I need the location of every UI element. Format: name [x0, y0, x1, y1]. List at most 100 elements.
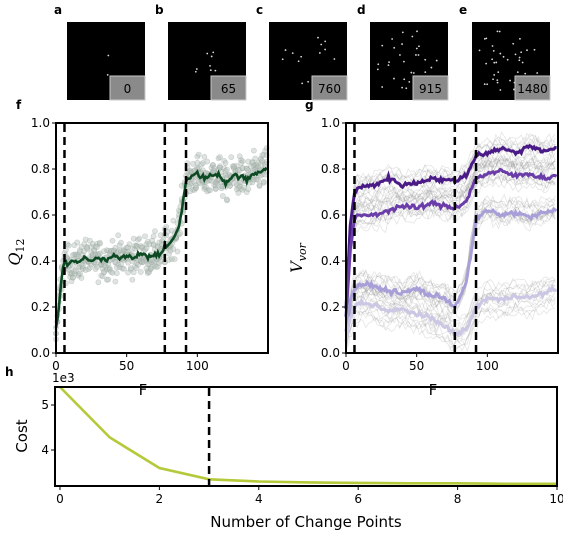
scatter-point — [222, 168, 229, 174]
snapshot-particle — [486, 83, 489, 86]
vor-trace-gray — [345, 132, 556, 307]
scatter-point — [140, 256, 147, 263]
scatter-point — [142, 246, 148, 253]
snapshot-particle — [214, 69, 217, 72]
snapshot-particle — [509, 79, 511, 82]
vor-trace-gray — [345, 156, 556, 310]
scatter-point — [135, 257, 141, 264]
vor-trace-gray — [345, 149, 556, 321]
vor-trace-gray — [345, 194, 556, 321]
scatter-point — [112, 259, 119, 266]
scatter-point — [239, 186, 246, 193]
scatter-point — [243, 165, 250, 172]
scatter-point — [113, 264, 120, 271]
scatter-point — [239, 158, 246, 165]
scatter-point — [88, 243, 95, 250]
scatter-point — [118, 261, 124, 268]
scatter-point — [157, 232, 164, 239]
snapshot-particle — [284, 49, 287, 51]
snapshot-particle — [333, 58, 336, 60]
scatter-point — [139, 259, 146, 266]
frame-counter-box — [311, 75, 348, 101]
scatter-point — [249, 179, 256, 186]
scatter-point — [137, 258, 144, 264]
scatter-point — [140, 258, 147, 265]
y-tick-label: 0.6 — [31, 208, 50, 222]
scatter-point — [77, 270, 83, 277]
snapshot-particle — [502, 55, 505, 58]
scatter-point — [248, 163, 254, 170]
snapshot-particle — [401, 43, 403, 45]
scatter-point — [212, 185, 219, 192]
scatter-point — [157, 258, 164, 264]
panel-label-c: c — [256, 3, 263, 17]
snapshot-particle — [381, 86, 384, 88]
scatter-point — [71, 270, 78, 277]
scatter-point — [89, 252, 96, 258]
snapshot-particle — [513, 88, 515, 91]
scatter-point — [103, 247, 110, 254]
snapshot-particle — [424, 71, 427, 74]
vor-trace-gray — [345, 307, 556, 352]
snapshot-particle — [478, 49, 481, 52]
scatter-point — [79, 264, 86, 271]
snapshot-particle — [107, 54, 110, 57]
scatter-point — [74, 253, 81, 260]
scatter-point — [82, 267, 89, 273]
scatter-point — [109, 269, 116, 276]
snapshot-particle — [524, 72, 527, 75]
scatter-point — [166, 250, 172, 257]
scatter-point — [190, 160, 196, 167]
scatter-point — [231, 165, 237, 172]
scatter-point — [84, 244, 90, 251]
snapshot-particle — [307, 80, 310, 83]
scatter-point — [101, 248, 107, 255]
snapshot-particle — [411, 35, 414, 38]
vor-trace-gray — [345, 279, 556, 340]
frame-counter-a: 0 — [124, 82, 132, 96]
snapshot-particle — [399, 54, 401, 56]
vor-trace-gray — [345, 210, 556, 336]
snapshot-particle — [499, 52, 502, 55]
scatter-point — [77, 248, 83, 255]
x-tick-label: 0 — [52, 359, 60, 373]
scatter-point — [195, 179, 202, 186]
scatter-point — [116, 264, 123, 271]
scatter-point — [79, 263, 86, 269]
snapshot-particle — [403, 60, 405, 63]
scatter-point — [87, 237, 93, 244]
y-tick-label: 0.8 — [321, 162, 340, 176]
vor-trace-gray — [345, 172, 556, 327]
snapshot-row: a 0 b 65 c 760 d 915 e 1480 — [54, 3, 551, 101]
scatter-point — [101, 268, 107, 275]
scatter-point — [132, 245, 139, 252]
vor-trace-gray — [345, 213, 556, 337]
panel-label-g: g — [305, 98, 314, 112]
snapshot-particle — [520, 51, 523, 54]
scatter-point — [130, 235, 137, 242]
scatter-point — [108, 268, 115, 275]
scatter-point — [253, 176, 260, 183]
vor-trace-gray — [345, 195, 556, 324]
vor-trace-gray — [345, 156, 556, 324]
snapshot-particle — [493, 74, 496, 76]
scatter-point — [120, 265, 127, 272]
scatter-point — [243, 165, 250, 172]
panel-label-e: e — [459, 3, 467, 17]
snapshot-particle — [485, 62, 488, 65]
scatter-point — [234, 186, 240, 193]
x-axis-label-h: Number of Change Points — [210, 513, 402, 531]
snapshot-particle — [212, 51, 215, 54]
scatter-point — [106, 265, 113, 272]
scatter-point — [190, 186, 196, 193]
scatter-point — [115, 249, 122, 256]
scatter-point — [78, 275, 85, 281]
scatter-point — [144, 268, 151, 275]
scatter-point — [118, 239, 124, 246]
snapshot-particle — [512, 42, 515, 45]
snapshot-particle — [415, 47, 418, 50]
scatter-point — [218, 183, 225, 190]
scatter-point — [147, 266, 154, 273]
x-tick-label: 0 — [342, 359, 350, 373]
snapshot-particle — [491, 58, 494, 61]
